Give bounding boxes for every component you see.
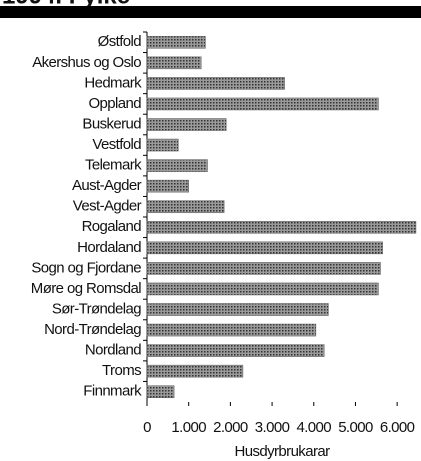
y-tick-label: Rogaland [82,218,142,235]
y-tick-label: Buskerud [82,115,141,132]
bar [146,179,189,193]
y-tick-label: Møre og Romsdal [31,280,141,297]
bar [146,56,202,70]
y-tick-label: Troms [102,362,141,379]
bar [146,159,208,172]
x-tick-label: 5.000 [338,419,373,436]
y-tick-label: Hordaland [77,239,141,256]
bar [146,35,206,49]
y-tick-label: Sør-Trøndelag [52,300,141,317]
bar [146,241,383,255]
y-tick-label: Østfold [98,33,142,50]
bar [146,344,325,357]
x-tick-label: 4.000 [296,419,331,436]
y-tick-label: Oppland [88,95,141,112]
bar [146,200,225,214]
chart-title: 1994. Fylke [2,0,130,9]
bar [146,323,317,337]
y-tick-label: Nordland [85,342,141,359]
bar [146,118,227,131]
y-tick-label: Telemark [85,157,142,174]
x-axis-label: Husdyrbrukarar [235,443,331,460]
y-tick-label: Vest-Agder [73,198,142,215]
x-tick-label: 1.000 [171,419,206,436]
x-tick-label: 2.000 [213,419,248,436]
bar [146,262,381,275]
bar [146,364,244,378]
bar [146,220,417,234]
y-tick-label: Hedmark [84,74,142,91]
y-tick-label: Akershus og Oslo [32,54,141,71]
y-tick-label: Finnmark [83,383,142,400]
y-tick-label: Vestfold [92,136,141,153]
bar [146,282,379,296]
bar [146,97,379,111]
y-tick-label: Nord-Trøndelag [44,321,141,338]
x-tick-label: 3.000 [255,419,290,436]
bar [146,303,329,316]
x-tick-label: 6.000 [380,419,415,436]
bar [146,385,175,399]
title-rule [0,6,421,18]
y-tick-label: Aust-Agder [72,177,142,194]
bar [146,138,179,152]
y-tick-label: Sogn og Fjordane [31,259,141,276]
bar [146,77,285,90]
x-tick-label: 0 [143,419,151,436]
